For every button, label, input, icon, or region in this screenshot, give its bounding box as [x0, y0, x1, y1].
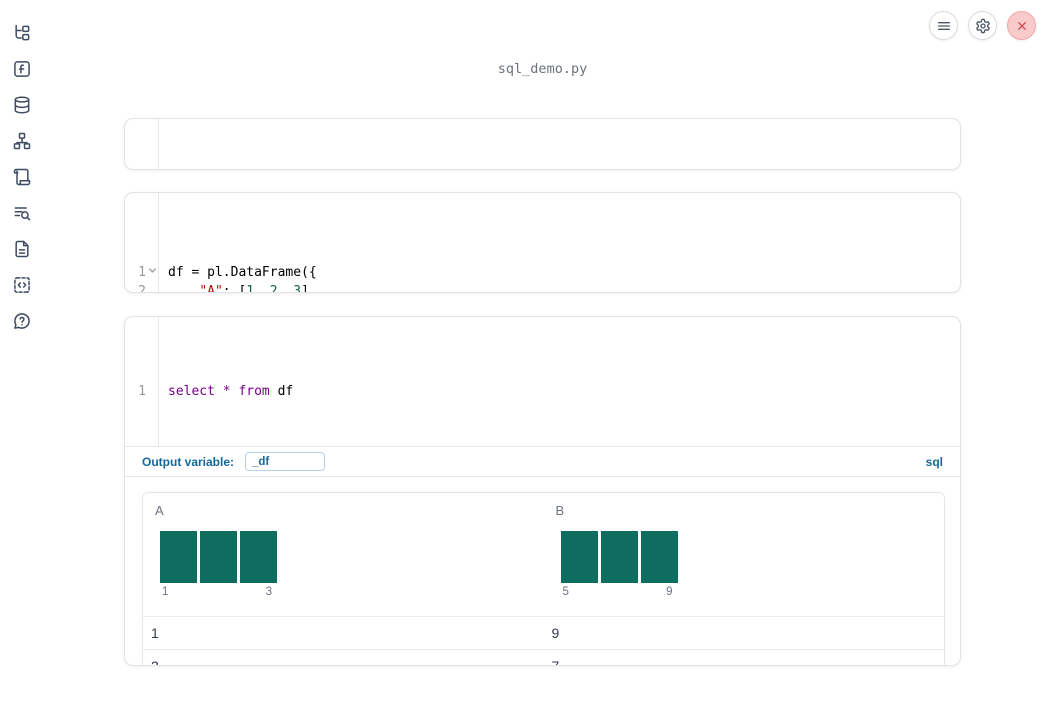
code-cell-imports[interactable]: 1import marimo as mo2import polars as pl	[124, 118, 961, 170]
line-number: 1	[125, 263, 158, 283]
close-icon	[1017, 21, 1026, 30]
sidebar-item-help[interactable]	[8, 309, 36, 333]
code-line[interactable]: 1 select * from df	[125, 382, 960, 402]
code-editor[interactable]: 1df = pl.DataFrame({2 "A": [1, 2, 3],3 "…	[125, 193, 960, 293]
table-cell: 7	[551, 658, 560, 666]
histogram-bar	[240, 531, 277, 583]
table-cell: 9	[551, 625, 560, 641]
notebook-filename: sql_demo.py	[497, 61, 588, 77]
sidebar	[0, 0, 44, 713]
network-icon	[13, 132, 31, 150]
gutter-divider	[158, 317, 159, 446]
code-text: df = pl.DataFrame({	[168, 264, 317, 280]
code-cell-dataframe[interactable]: 1df = pl.DataFrame({2 "A": [1, 2, 3],3 "…	[124, 192, 961, 293]
sidebar-item-variables[interactable]	[8, 57, 36, 81]
shutdown-button[interactable]	[1007, 11, 1036, 40]
code-text: select * from df	[168, 383, 294, 399]
file-tree-icon	[15, 24, 30, 41]
output-variable-label: Output variable:	[142, 454, 235, 469]
column-name: B	[555, 503, 565, 518]
divider	[125, 476, 960, 477]
help-bubble-icon	[14, 313, 30, 329]
gutter-divider	[158, 119, 159, 169]
sidebar-item-snippets[interactable]	[8, 273, 36, 297]
code-editor[interactable]: 1import marimo as mo2import polars as pl	[125, 119, 960, 169]
line-number: 1	[138, 383, 146, 399]
histogram-bar	[560, 531, 598, 583]
sidebar-item-documentation[interactable]	[8, 237, 36, 261]
gear-icon	[975, 18, 990, 33]
line-number: 2	[138, 284, 146, 293]
column-name: A	[155, 503, 164, 518]
menu-icon	[937, 21, 950, 30]
histogram-bar	[160, 531, 197, 583]
histogram-bar	[200, 531, 237, 583]
output-variable-row: Output variable: sql	[125, 447, 960, 476]
histogram-bar	[640, 531, 678, 583]
code-square-icon	[14, 277, 30, 293]
sidebar-item-dependencies[interactable]	[8, 129, 36, 153]
list-search-icon	[14, 207, 31, 221]
sidebar-item-logs[interactable]	[8, 201, 36, 225]
sidebar-item-scratchpad[interactable]	[8, 165, 36, 189]
settings-button[interactable]	[968, 11, 997, 40]
divider	[125, 446, 960, 447]
table-cell: 1	[151, 625, 159, 641]
table-body: 192735	[143, 616, 944, 666]
menu-button[interactable]	[929, 11, 958, 40]
code-line[interactable]: 2 "A": [1, 2, 3],	[125, 282, 960, 293]
sidebar-item-datasources[interactable]	[8, 93, 36, 117]
sidebar-item-file-explorer[interactable]	[8, 21, 36, 45]
function-square-icon	[14, 61, 30, 77]
code-line[interactable]: 1 df = pl.DataFrame({	[125, 263, 960, 283]
fold-chevron-icon[interactable]	[148, 266, 157, 275]
sql-editor[interactable]: 1 select * from df	[125, 317, 960, 446]
code-text: "A": [1, 2, 3],	[199, 284, 317, 293]
language-badge: sql	[925, 454, 943, 469]
output-variable-input[interactable]	[245, 452, 326, 471]
database-icon	[14, 96, 30, 114]
scroll-icon	[13, 168, 31, 186]
sql-cell[interactable]: 1 select * from df Output variable: sql A…	[124, 316, 961, 666]
table-cell: 2	[151, 658, 159, 666]
histogram-bar	[600, 531, 638, 583]
top-toolbar	[929, 11, 1036, 40]
gutter-divider	[158, 193, 159, 292]
file-text-icon	[15, 240, 29, 258]
